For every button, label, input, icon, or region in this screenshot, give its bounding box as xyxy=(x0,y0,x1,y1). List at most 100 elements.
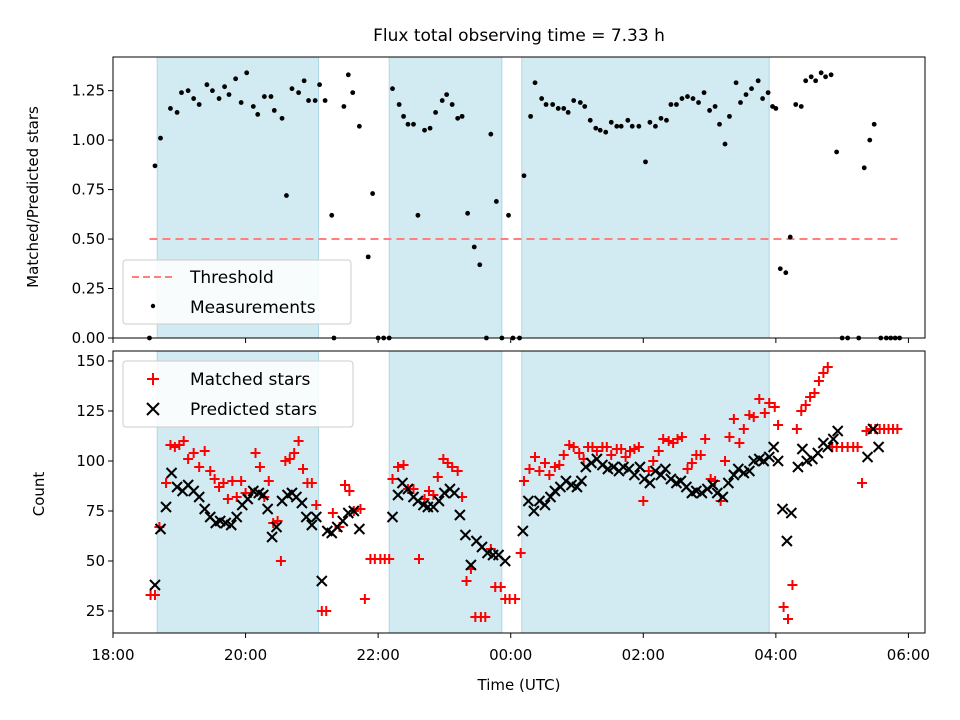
measurement-point xyxy=(738,100,743,105)
marker-stroke xyxy=(867,423,879,435)
measurement-point xyxy=(798,104,804,109)
matched-star-point xyxy=(754,394,765,404)
observing-window-shade xyxy=(388,56,503,339)
measurement-point xyxy=(647,119,653,125)
marker-stroke xyxy=(499,555,511,567)
matched-star-point xyxy=(205,466,216,476)
measurement-point xyxy=(244,70,250,76)
predicted-star-point xyxy=(665,473,677,485)
matched-star-point xyxy=(231,492,242,502)
matched-star-point xyxy=(568,442,579,452)
measurement-point xyxy=(818,70,824,76)
matched-star-point xyxy=(852,442,863,452)
marker-stroke xyxy=(711,487,724,499)
threshold-legend-label: Threshold xyxy=(189,268,274,288)
measurement-point xyxy=(696,100,701,105)
ratio-x-ticks xyxy=(112,338,909,343)
marker-stroke xyxy=(417,499,430,511)
measurement-point xyxy=(396,102,402,107)
marker-stroke xyxy=(571,481,583,493)
predicted-legend-swatch xyxy=(146,402,160,416)
marker-stroke xyxy=(219,517,232,529)
measurement-point xyxy=(289,86,295,92)
measurement-point xyxy=(722,141,728,147)
matched-star-point xyxy=(530,452,541,462)
predicted-star-point xyxy=(822,441,834,453)
predicted-star-point xyxy=(655,469,667,481)
measurement-point xyxy=(755,78,761,84)
marker-stroke xyxy=(528,505,540,517)
measurement-point xyxy=(185,88,191,94)
predicted-star-point xyxy=(596,459,609,471)
measurement-point xyxy=(813,78,819,84)
measurement-point xyxy=(685,94,690,99)
measurement-point xyxy=(279,115,285,121)
matched-star-point xyxy=(289,448,300,458)
marker-stroke xyxy=(198,503,211,515)
measurement-point xyxy=(550,102,556,107)
measurement-point xyxy=(174,110,180,115)
ratio-axes-frame xyxy=(112,56,926,339)
marker-stroke xyxy=(549,485,561,497)
measurement-point xyxy=(226,92,232,97)
measurement-point xyxy=(625,117,631,123)
measurement-point xyxy=(712,104,718,109)
marker-stroke xyxy=(638,473,651,485)
matched-star-point xyxy=(408,484,419,494)
matched-star-point xyxy=(209,474,220,484)
predicted-star-point xyxy=(412,495,424,507)
marker-stroke xyxy=(257,489,269,501)
measurement-point xyxy=(603,129,609,135)
marker-stroke xyxy=(182,479,194,491)
measurement-point xyxy=(614,123,620,129)
marker-stroke xyxy=(812,447,824,459)
matched-star-point xyxy=(280,456,291,466)
matched-star-point xyxy=(686,458,697,468)
marker-stroke xyxy=(732,463,745,475)
matched-star-point xyxy=(515,548,526,558)
x-tick-label: 22:00 xyxy=(357,646,400,664)
measurement-point xyxy=(793,102,799,107)
predicted-star-point xyxy=(560,475,572,487)
marker-stroke xyxy=(728,469,740,481)
predicted-star-point xyxy=(792,461,804,473)
marker-stroke xyxy=(165,467,178,479)
predicted-star-point xyxy=(353,523,366,535)
measurement-point xyxy=(643,159,648,165)
measurement-point xyxy=(284,193,289,198)
marker-stroke xyxy=(796,443,809,455)
measurement-point xyxy=(658,115,664,121)
marker-stroke xyxy=(785,507,798,519)
x-tick-label: 06:00 xyxy=(887,646,930,664)
measurement-point xyxy=(808,74,814,80)
matched-star-point xyxy=(648,456,659,466)
marker-stroke xyxy=(261,503,274,515)
x-tick-label: 02:00 xyxy=(622,646,665,664)
marker-stroke xyxy=(675,475,687,487)
measurement-point xyxy=(555,106,561,111)
ratio-y-axis-label: Matched/Predicted stars xyxy=(24,106,42,288)
measurement-point xyxy=(593,125,599,131)
matched-star-point xyxy=(606,450,617,460)
predicted-star-point xyxy=(696,487,708,499)
marker-stroke xyxy=(757,455,770,467)
predicted-star-point xyxy=(580,461,592,473)
matched-star-point xyxy=(534,466,545,476)
matched-star-point xyxy=(638,496,649,506)
y-tick-label: 50 xyxy=(86,552,105,570)
measurement-point xyxy=(664,117,669,123)
marker-stroke xyxy=(872,441,885,453)
marker-stroke xyxy=(270,521,283,533)
marker-stroke xyxy=(591,453,603,465)
matched-star-point xyxy=(554,460,565,470)
predicted-star-point xyxy=(261,503,274,515)
predicted-star-point xyxy=(499,555,511,567)
measurement-point xyxy=(210,88,215,94)
predicted-star-point xyxy=(392,489,404,501)
measurement-point xyxy=(787,234,793,240)
measurement-point xyxy=(415,212,421,218)
measurement-point xyxy=(571,98,577,103)
measurement-point xyxy=(477,262,483,268)
marker-stroke xyxy=(465,559,477,571)
marker-stroke xyxy=(722,477,735,489)
